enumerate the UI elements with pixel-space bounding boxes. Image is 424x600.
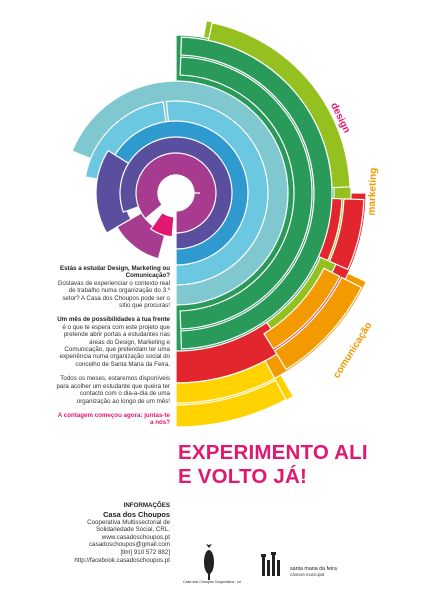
call-to-action: A contagem começou agora: juntas-te a nó… [57, 411, 170, 427]
website-link[interactable]: www.casadoschoupos.pt [101, 533, 170, 541]
ring-stripe-1 [175, 359, 276, 404]
headline-line-1: EXPERIMENTO ALI [178, 441, 368, 464]
intro-text: Gostavas de experienciar o contexto real… [57, 279, 170, 310]
month-text: é o que te espera com este projeto que p… [59, 323, 170, 368]
email-link[interactable]: casadoschoupos@gmail.com [89, 541, 170, 549]
info-title: INFORMAÇÕES [123, 502, 170, 509]
santa-maria-da-feira-name: santa maria da feira [290, 566, 337, 572]
headline-line-2: E VOLTO JÁ! [178, 465, 308, 488]
ring-stripe-2 [273, 276, 363, 371]
wheel-center-dot [171, 188, 181, 198]
ring-stripe-9 [179, 56, 313, 330]
label-marketing: marketing [366, 167, 380, 216]
availability-paragraph: Todos os meses, estaremos disponíveis pa… [56, 375, 170, 405]
org-name: Casa dos Choupos [103, 509, 170, 519]
org-description: Cooperativa Multissectorial de Solidarie… [87, 518, 170, 534]
ring-inner-9 [149, 211, 175, 238]
ring-inner-6 [135, 152, 217, 234]
intro-paragraph: Estás a estudar Design, Marketing ou Com… [55, 265, 170, 309]
contact-info: INFORMAÇÕES Casa dos Choupos Cooperativa… [55, 502, 170, 564]
santa-maria-da-feira-crest-icon [261, 552, 280, 576]
month-heading: Um mês de possibilidades à tua frente [57, 316, 170, 324]
headline: EXPERIMENTO ALI E VOLTO JÁ! [178, 441, 418, 489]
ring-stripe-3 [263, 267, 341, 350]
intro-heading: Estás a estudar Design, Marketing ou Com… [59, 265, 170, 280]
month-paragraph: Um mês de possibilidades à tua frente é … [55, 316, 170, 368]
facebook-link[interactable]: http://facebook.casadoschoupos.pt [74, 556, 170, 564]
ring-stripe-8 [180, 36, 333, 350]
body-copy: Estás a estudar Design, Marketing ou Com… [55, 265, 170, 434]
casa-dos-choupos-logo-icon [204, 544, 214, 580]
phone-number: [tlm] 910 572 882] [120, 548, 170, 556]
casa-dos-choupos-logo-text: Casa dos Choupos Cooperativa · crl [183, 580, 241, 584]
camara-municipal-label: câmara municipal [290, 572, 325, 577]
ring-stripe-4 [328, 198, 365, 271]
ring-stripe-0 [175, 379, 287, 428]
